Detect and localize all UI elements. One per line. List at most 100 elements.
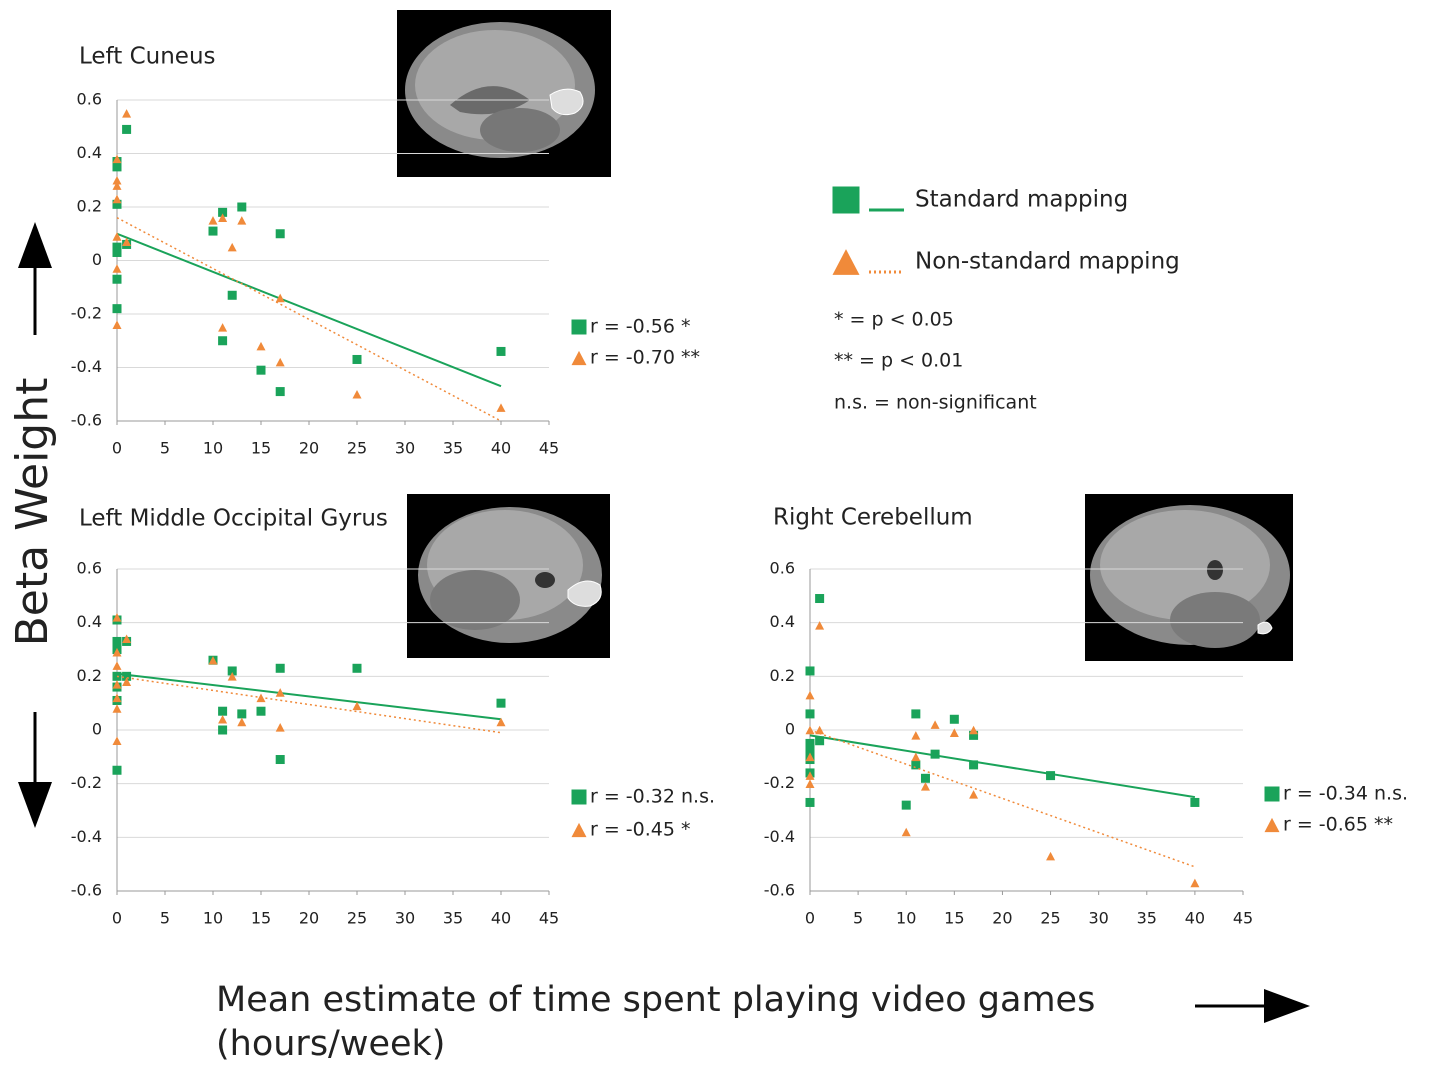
data-point (352, 354, 362, 364)
data-point (122, 677, 132, 686)
data-point (275, 755, 285, 765)
data-point (920, 782, 930, 791)
annotation: r = -0.56 * (590, 316, 691, 338)
x-tick-label: 0 (805, 909, 815, 928)
data-point (911, 731, 921, 740)
x-tick-label: 45 (539, 439, 559, 458)
data-point (969, 730, 979, 740)
annotation: r = -0.32 n.s. (590, 786, 715, 808)
data-point (112, 194, 122, 204)
data-point (112, 242, 122, 252)
data-point (227, 672, 237, 681)
data-point (112, 247, 122, 257)
data-point (256, 341, 266, 351)
fit-line (116, 672, 502, 721)
y-tick-label: -0.2 (71, 304, 102, 323)
data-point (805, 738, 815, 748)
data-point (218, 725, 228, 735)
data-point (805, 752, 815, 762)
legend-marker (832, 249, 860, 275)
chart-title: Left Middle Occipital Gyrus (79, 506, 388, 532)
data-point (112, 765, 122, 775)
x-tick-label: 10 (203, 439, 223, 458)
data-point (218, 323, 228, 332)
y-tick-label: 0.2 (77, 666, 102, 685)
x-tick-label: 20 (992, 909, 1012, 928)
annotation-marker (571, 350, 587, 366)
legend-marker (832, 186, 860, 214)
data-point (496, 403, 506, 412)
data-point (218, 213, 228, 222)
x-tick-label: 40 (491, 439, 511, 458)
data-point (815, 736, 825, 746)
data-point (805, 690, 815, 700)
data-point (218, 336, 228, 346)
data-point (920, 773, 930, 783)
x-tick-label: 40 (1185, 909, 1205, 928)
legend-note: n.s. = non-significant (834, 392, 1037, 414)
y-tick-label: 0 (92, 720, 102, 739)
data-point (275, 387, 285, 397)
y-tick-label: -0.6 (71, 411, 102, 430)
fit-line (116, 675, 502, 734)
annotation-marker (1264, 817, 1280, 833)
data-point (815, 594, 825, 604)
data-point (112, 199, 122, 209)
data-point (112, 693, 122, 703)
y-tick-label: 0.2 (77, 197, 102, 216)
x-tick-label: 15 (251, 909, 271, 928)
y-tick-label: 0.4 (77, 143, 102, 162)
x-tick-label: 45 (1233, 909, 1253, 928)
data-point (112, 175, 122, 185)
x-tick-label: 45 (539, 909, 559, 928)
data-point (112, 264, 122, 273)
y-tick-label: -0.2 (71, 773, 102, 792)
annotation-marker (571, 319, 587, 335)
data-point (122, 671, 132, 681)
data-point (112, 320, 122, 329)
data-point (208, 216, 218, 225)
y-tick-label: 0.6 (77, 90, 102, 109)
data-point (969, 725, 979, 735)
y-tick-label: 0.4 (77, 612, 102, 631)
data-point (352, 389, 362, 399)
data-point (911, 709, 921, 719)
data-point (112, 613, 122, 622)
data-point (496, 698, 506, 708)
data-point (805, 709, 815, 719)
y-tick-label: 0.4 (770, 612, 795, 631)
data-point (805, 797, 815, 807)
data-point (237, 202, 247, 212)
data-point (112, 680, 122, 689)
data-point (227, 666, 237, 676)
data-point (805, 746, 815, 756)
fit-line (116, 232, 502, 388)
data-point (275, 723, 285, 732)
x-tick-label: 15 (944, 909, 964, 928)
x-tick-label: 35 (1137, 909, 1157, 928)
chart-title: Left Cuneus (79, 44, 216, 70)
data-point (112, 304, 122, 314)
x-axis-label: Mean estimate of time spent playing vide… (216, 980, 1095, 1020)
y-tick-label: -0.6 (71, 881, 102, 900)
data-point (122, 124, 132, 134)
data-point (218, 706, 228, 716)
data-point (237, 717, 247, 727)
x-tick-label: 0 (112, 909, 122, 928)
data-point (969, 760, 979, 770)
data-point (256, 365, 266, 375)
annotation-marker (571, 789, 587, 805)
data-point (1046, 851, 1056, 861)
data-point (218, 207, 228, 217)
data-point (218, 714, 228, 724)
data-point (969, 790, 979, 799)
x-arrow (1195, 989, 1310, 1023)
data-point (805, 771, 815, 780)
x-tick-label: 35 (443, 909, 463, 928)
annotation-marker (1264, 786, 1280, 802)
data-point (815, 725, 825, 735)
data-point (275, 293, 285, 303)
x-tick-label: 10 (896, 909, 916, 928)
data-point (901, 827, 911, 837)
